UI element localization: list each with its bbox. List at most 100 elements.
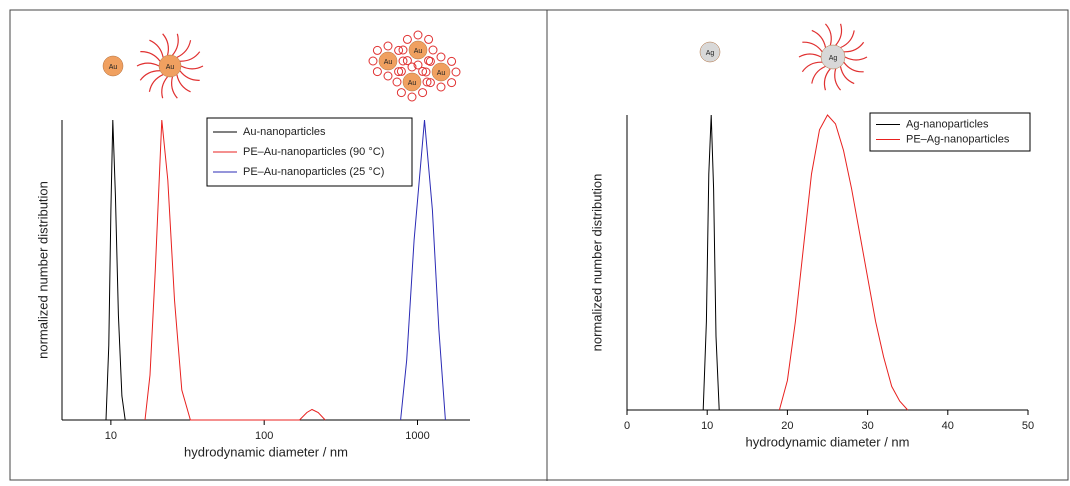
ligand — [843, 61, 864, 73]
ligand-coil — [436, 82, 446, 92]
ligand-coil — [402, 56, 412, 66]
ligand-coil — [425, 78, 435, 88]
particle — [408, 40, 428, 60]
ligand-coil — [396, 88, 406, 98]
ligand — [179, 70, 200, 81]
particle-label: Au — [109, 64, 118, 71]
particle — [378, 51, 398, 71]
ligand-coil — [398, 45, 408, 55]
ligand-coil — [451, 67, 461, 77]
ligand — [161, 76, 169, 99]
ligand — [839, 66, 855, 85]
ligand — [140, 51, 161, 62]
ligand-coil — [418, 66, 428, 76]
ligand-coil — [394, 67, 404, 77]
ligand-coil — [436, 52, 446, 62]
ligand — [811, 29, 827, 48]
particle-label: Au — [414, 48, 423, 55]
ligand — [802, 41, 823, 53]
ligand — [801, 61, 823, 73]
ligand-coil — [383, 41, 393, 51]
particle — [158, 54, 182, 78]
legend-label: Au-nanoparticles — [243, 126, 326, 138]
ligand — [180, 65, 204, 70]
ligand-coil — [413, 60, 423, 70]
ligand-coil — [392, 77, 402, 87]
ligand — [176, 40, 192, 58]
ligand-coil — [368, 56, 378, 66]
ligand-coil — [396, 66, 406, 76]
ligand — [136, 62, 160, 67]
ligand — [139, 70, 161, 81]
legend-label: PE–Au-nanoparticles (25 °C) — [243, 166, 384, 178]
ligand-coil — [424, 34, 434, 44]
data-line — [702, 114, 720, 411]
ligand-coil — [372, 45, 382, 55]
legend-label: Ag-nanoparticles — [906, 118, 989, 130]
y-axis-label: normalized number distribution — [35, 181, 50, 359]
ligand — [171, 33, 179, 56]
x-tick-label: 20 — [781, 420, 793, 432]
ligand-coil — [402, 34, 412, 44]
legend-box — [869, 112, 1031, 152]
legend-label: PE–Ag-nanoparticles — [906, 133, 1010, 145]
x-tick-label: 0 — [624, 420, 630, 432]
particle — [820, 44, 846, 70]
ligand — [823, 68, 831, 91]
ligand-coil — [413, 30, 423, 40]
ligand — [824, 23, 832, 46]
x-tick-label: 1000 — [405, 430, 429, 442]
x-tick-label: 40 — [942, 420, 954, 432]
particle-label: Au — [437, 70, 446, 77]
ligand-coil — [421, 67, 431, 77]
ligand — [840, 30, 855, 49]
frame — [9, 9, 1069, 481]
ligand — [835, 23, 843, 46]
ligand-coil — [407, 92, 417, 102]
x-tick-label: 30 — [861, 420, 873, 432]
ligand — [843, 41, 865, 53]
particle-label: Au — [384, 59, 393, 66]
data-line — [778, 114, 909, 411]
x-tick-label: 10 — [105, 430, 117, 442]
ligand — [811, 65, 826, 84]
y-axis-label: normalized number distribution — [589, 174, 604, 352]
legend-box — [206, 117, 413, 187]
x-tick-label: 100 — [255, 430, 273, 442]
ligand — [798, 53, 822, 58]
particle — [431, 62, 451, 82]
x-tick-label: 10 — [701, 420, 713, 432]
x-tick-label: 50 — [1022, 420, 1034, 432]
particle-label: Au — [166, 64, 175, 71]
ligand — [844, 56, 868, 61]
ligand-coil — [418, 88, 428, 98]
ligand-coil — [394, 45, 404, 55]
ligand-coil — [447, 56, 457, 66]
ligand-coil — [383, 71, 393, 81]
data-line — [144, 119, 326, 421]
particle-label: Ag — [829, 55, 838, 62]
x-axis-label: hydrodynamic diameter / nm — [184, 444, 348, 459]
ligand-coil — [422, 77, 432, 87]
ligand-coil — [447, 78, 457, 88]
particle-label: Au — [408, 80, 417, 87]
data-line — [105, 119, 126, 421]
ligand-coil — [407, 62, 417, 72]
ligand — [834, 68, 842, 91]
legend-label: PE–Au-nanoparticles (90 °C) — [243, 146, 384, 158]
particle — [102, 55, 124, 77]
ligand — [179, 51, 201, 62]
ligand-coil — [425, 56, 435, 66]
ligand-coil — [372, 67, 382, 77]
particle — [699, 41, 721, 63]
x-axis-label: hydrodynamic diameter / nm — [745, 434, 909, 449]
data-line — [400, 119, 446, 421]
particle-label: Ag — [706, 50, 715, 57]
ligand — [162, 33, 169, 56]
ligand-coil — [428, 45, 438, 55]
ligand-coil — [398, 56, 408, 66]
ligand — [171, 76, 178, 99]
ligand — [148, 74, 164, 92]
